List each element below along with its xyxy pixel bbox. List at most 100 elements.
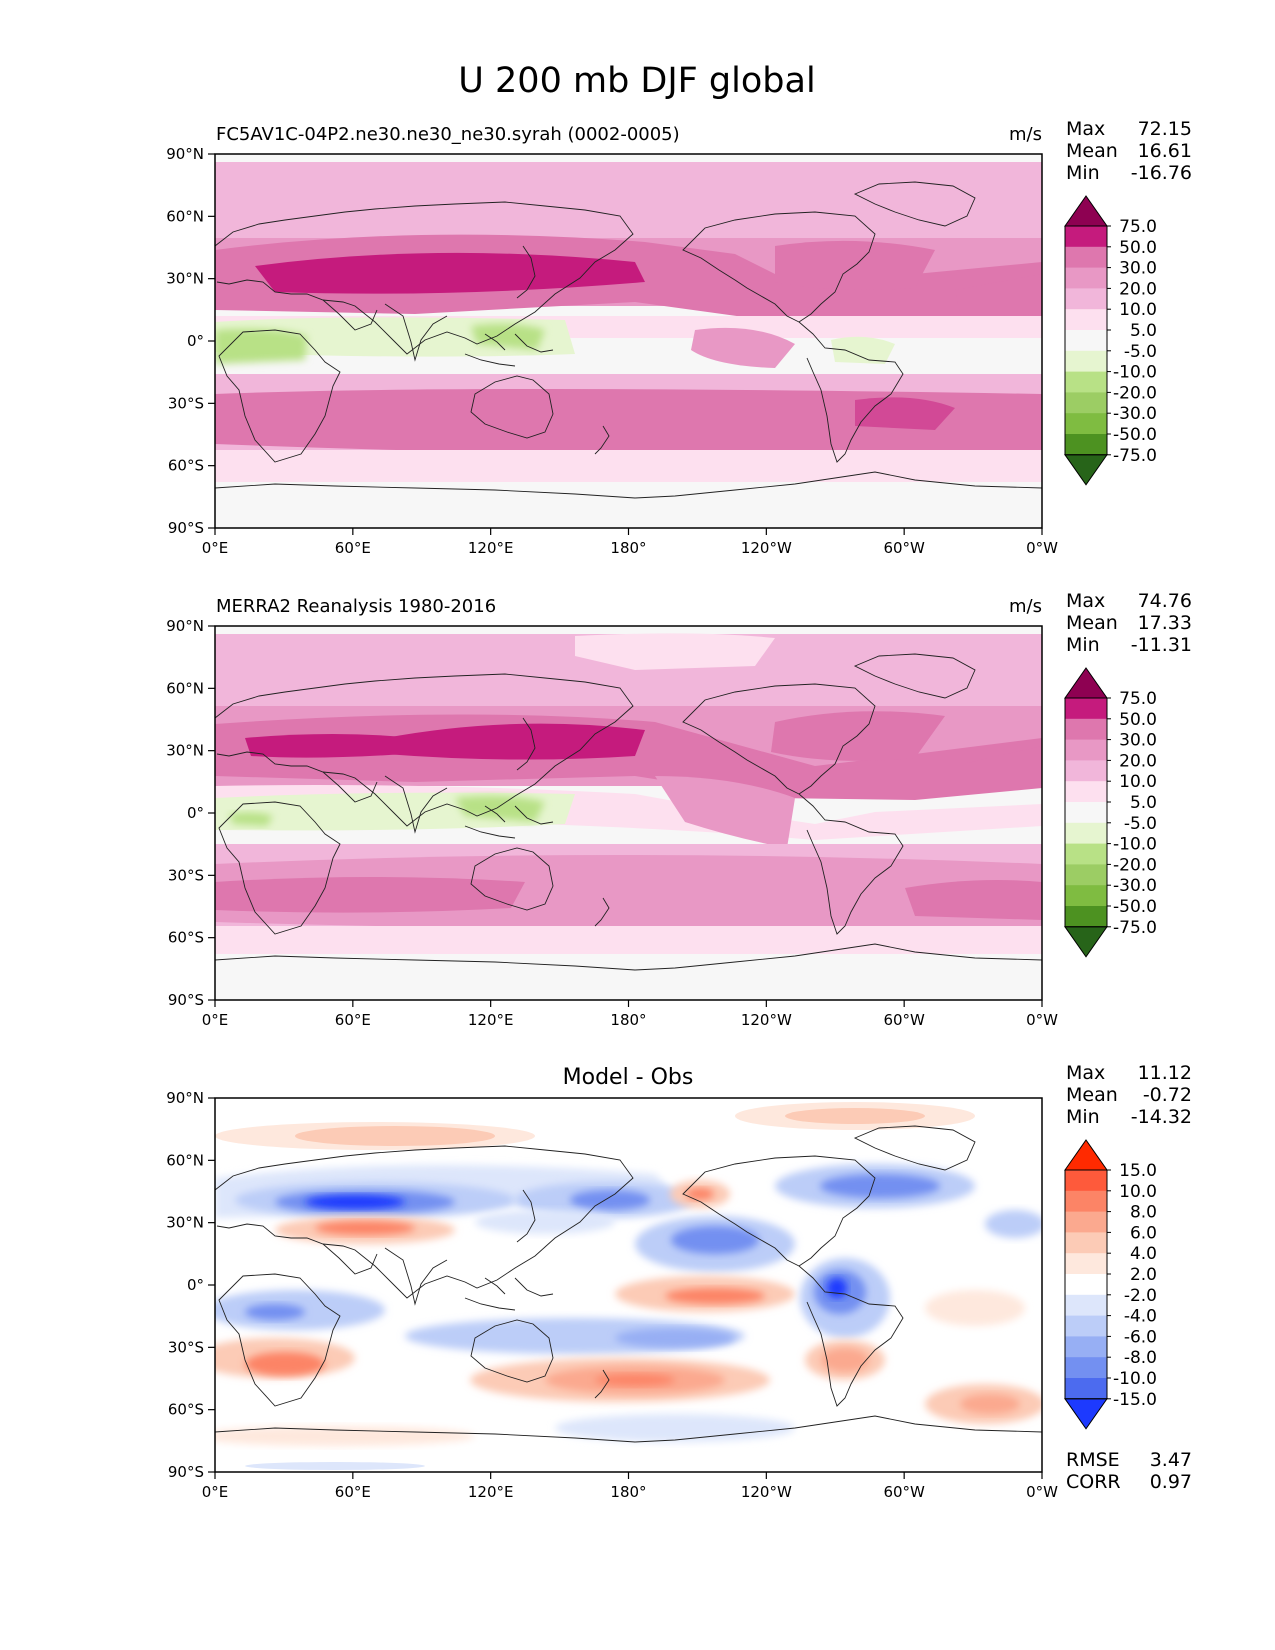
colorbar-level-label: -4.0	[1124, 1307, 1157, 1327]
rmse-value: 3.47	[1150, 1449, 1192, 1471]
stats-diff: Max 11.12 Mean -0.72 Min -14.32 RMSE 3.4…	[1066, 1062, 1192, 1493]
colorbar-level-label: -30.0	[1113, 404, 1157, 424]
colorbar-cell	[1065, 1294, 1107, 1317]
colorbar-cell	[1065, 350, 1107, 373]
lat-tick-label: 0°	[187, 332, 204, 350]
lat-tick-label: 90°N	[166, 145, 204, 163]
lon-tick-label: 60°W	[883, 539, 925, 557]
lat-tick-label: 60°S	[168, 1401, 204, 1419]
colorbar-level-label: 20.0	[1119, 279, 1157, 299]
lat-tick-label: 30°S	[168, 866, 204, 884]
colorbar-frame	[1064, 225, 1108, 456]
colorbar-cap-top	[1064, 195, 1108, 227]
stat-value: 17.33	[1138, 612, 1192, 634]
colorbar-level-label: 5.0	[1130, 321, 1157, 341]
stat-value: -14.32	[1131, 1106, 1192, 1128]
colorbar-level-label: -20.0	[1113, 383, 1157, 403]
lon-tick-label: 180°	[610, 539, 646, 557]
colorbar-cell	[1065, 1211, 1107, 1233]
colorbar-level-label: 10.0	[1119, 1182, 1157, 1202]
stat-value: 11.12	[1138, 1062, 1192, 1084]
colorbar-level-label: 2.0	[1130, 1265, 1157, 1285]
colorbar-cell	[1065, 434, 1107, 456]
lat-tick-label: 30°N	[166, 1214, 204, 1232]
stat-value: -0.72	[1143, 1084, 1192, 1106]
colorbar-level-label: -75.0	[1113, 446, 1157, 466]
panel-model: FC5AV1C-04P2.ne30.ne30_ne30.syrah (0002-…	[166, 118, 1192, 557]
lon-tick-label: 60°W	[883, 1483, 925, 1501]
colorbar-cell	[1065, 330, 1107, 352]
lon-tick-label: 120°E	[468, 1011, 514, 1029]
stat-value: 72.15	[1138, 118, 1192, 140]
lon-tick-label: 180°	[610, 1483, 646, 1501]
colorbar-cell	[1065, 1315, 1107, 1337]
map-field-diff	[215, 1098, 1042, 1472]
lat-tick-label: 90°S	[168, 991, 204, 1009]
colorbar-level-label: 30.0	[1119, 731, 1157, 751]
lat-tick-label: 90°N	[166, 1089, 204, 1107]
colorbar-cell	[1065, 885, 1107, 907]
stats-model: Max 72.15 Mean 16.61 Min -16.76	[1066, 118, 1192, 184]
lon-tick-label: 0°E	[202, 1483, 229, 1501]
colorbar-level-label: -5.0	[1124, 814, 1157, 834]
lon-tick-label: 0°W	[1026, 1483, 1058, 1501]
colorbar-cell	[1065, 226, 1107, 248]
colorbar-cell	[1065, 1378, 1107, 1400]
colorbar-cell	[1065, 1170, 1107, 1192]
colorbar-level-label: -2.0	[1124, 1286, 1157, 1306]
colorbar-level-label: -10.0	[1113, 363, 1157, 383]
colorbar-level-label: 20.0	[1119, 751, 1157, 771]
colorbar-cell	[1065, 906, 1107, 928]
lat-tick-label: 30°S	[168, 394, 204, 412]
lon-tick-label: 120°W	[741, 539, 792, 557]
panel-left-title: MERRA2 Reanalysis 1980-2016	[216, 596, 496, 617]
lon-tick-label: 60°E	[335, 1011, 371, 1029]
stats-obs: Max 74.76 Mean 17.33 Min -11.31	[1066, 590, 1192, 656]
colorbar-cell	[1065, 288, 1107, 310]
colorbar-cell	[1065, 1274, 1107, 1296]
lon-tick-label: 0°E	[202, 539, 229, 557]
lat-tick-label: 60°N	[166, 679, 204, 697]
lat-tick-label: 0°	[187, 1276, 204, 1294]
lat-tick-label: 60°N	[166, 1151, 204, 1169]
colorbar-level-label: -8.0	[1124, 1348, 1157, 1368]
colorbar-cap-top	[1064, 667, 1108, 699]
colorbar-cell	[1065, 1357, 1107, 1379]
axis-ticks-diff: 90°N 60°N 30°N 0° 30°S 60°S 90°S 0°E 60°E 120°E 18…	[166, 1089, 1058, 1501]
stat-value: 16.61	[1138, 140, 1192, 162]
colorbar-diff: 15.010.08.06.04.02.0-2.0-4.0-6.0-8.0-10.…	[1064, 1139, 1157, 1430]
colorbar-cell	[1065, 864, 1107, 886]
colorbar-cell	[1065, 246, 1107, 269]
colorbar-level-label: 4.0	[1130, 1244, 1157, 1264]
colorbar-cell	[1065, 1336, 1107, 1358]
colorbar-cap-top	[1064, 1139, 1108, 1171]
colorbar-level-label: 10.0	[1119, 772, 1157, 792]
figure-title: U 200 mb DJF global	[458, 61, 815, 101]
corr-label: CORR	[1066, 1471, 1121, 1493]
colorbar-cell	[1065, 1253, 1107, 1275]
lon-tick-label: 0°W	[1026, 1011, 1058, 1029]
colorbar-level-label: -6.0	[1124, 1327, 1157, 1347]
colorbar-cell	[1065, 1190, 1107, 1213]
stat-label: Min	[1066, 634, 1100, 656]
colorbar-level-label: 75.0	[1119, 217, 1157, 237]
lon-tick-label: 0°E	[202, 1011, 229, 1029]
colorbar-level-label: 5.0	[1130, 793, 1157, 813]
lon-tick-label: 60°E	[335, 1483, 371, 1501]
lon-tick-label: 120°E	[468, 539, 514, 557]
colorbar-cell	[1065, 822, 1107, 845]
colorbar-level-label: -75.0	[1113, 918, 1157, 938]
colorbar-level-label: -5.0	[1124, 342, 1157, 362]
stat-label: Max	[1066, 118, 1105, 140]
stat-label: Mean	[1066, 140, 1118, 162]
stat-label: Max	[1066, 1062, 1105, 1084]
colorbar-level-label: 75.0	[1119, 689, 1157, 709]
stat-label: Min	[1066, 1106, 1100, 1128]
colorbar-cell	[1065, 1232, 1107, 1254]
colorbar-level-label: -15.0	[1113, 1390, 1157, 1410]
stat-value: -16.76	[1131, 162, 1192, 184]
colorbar-level-label: -50.0	[1113, 425, 1157, 445]
colorbar-level-label: -50.0	[1113, 897, 1157, 917]
colorbar-level-label: 15.0	[1119, 1161, 1157, 1181]
lat-tick-label: 90°S	[168, 519, 204, 537]
